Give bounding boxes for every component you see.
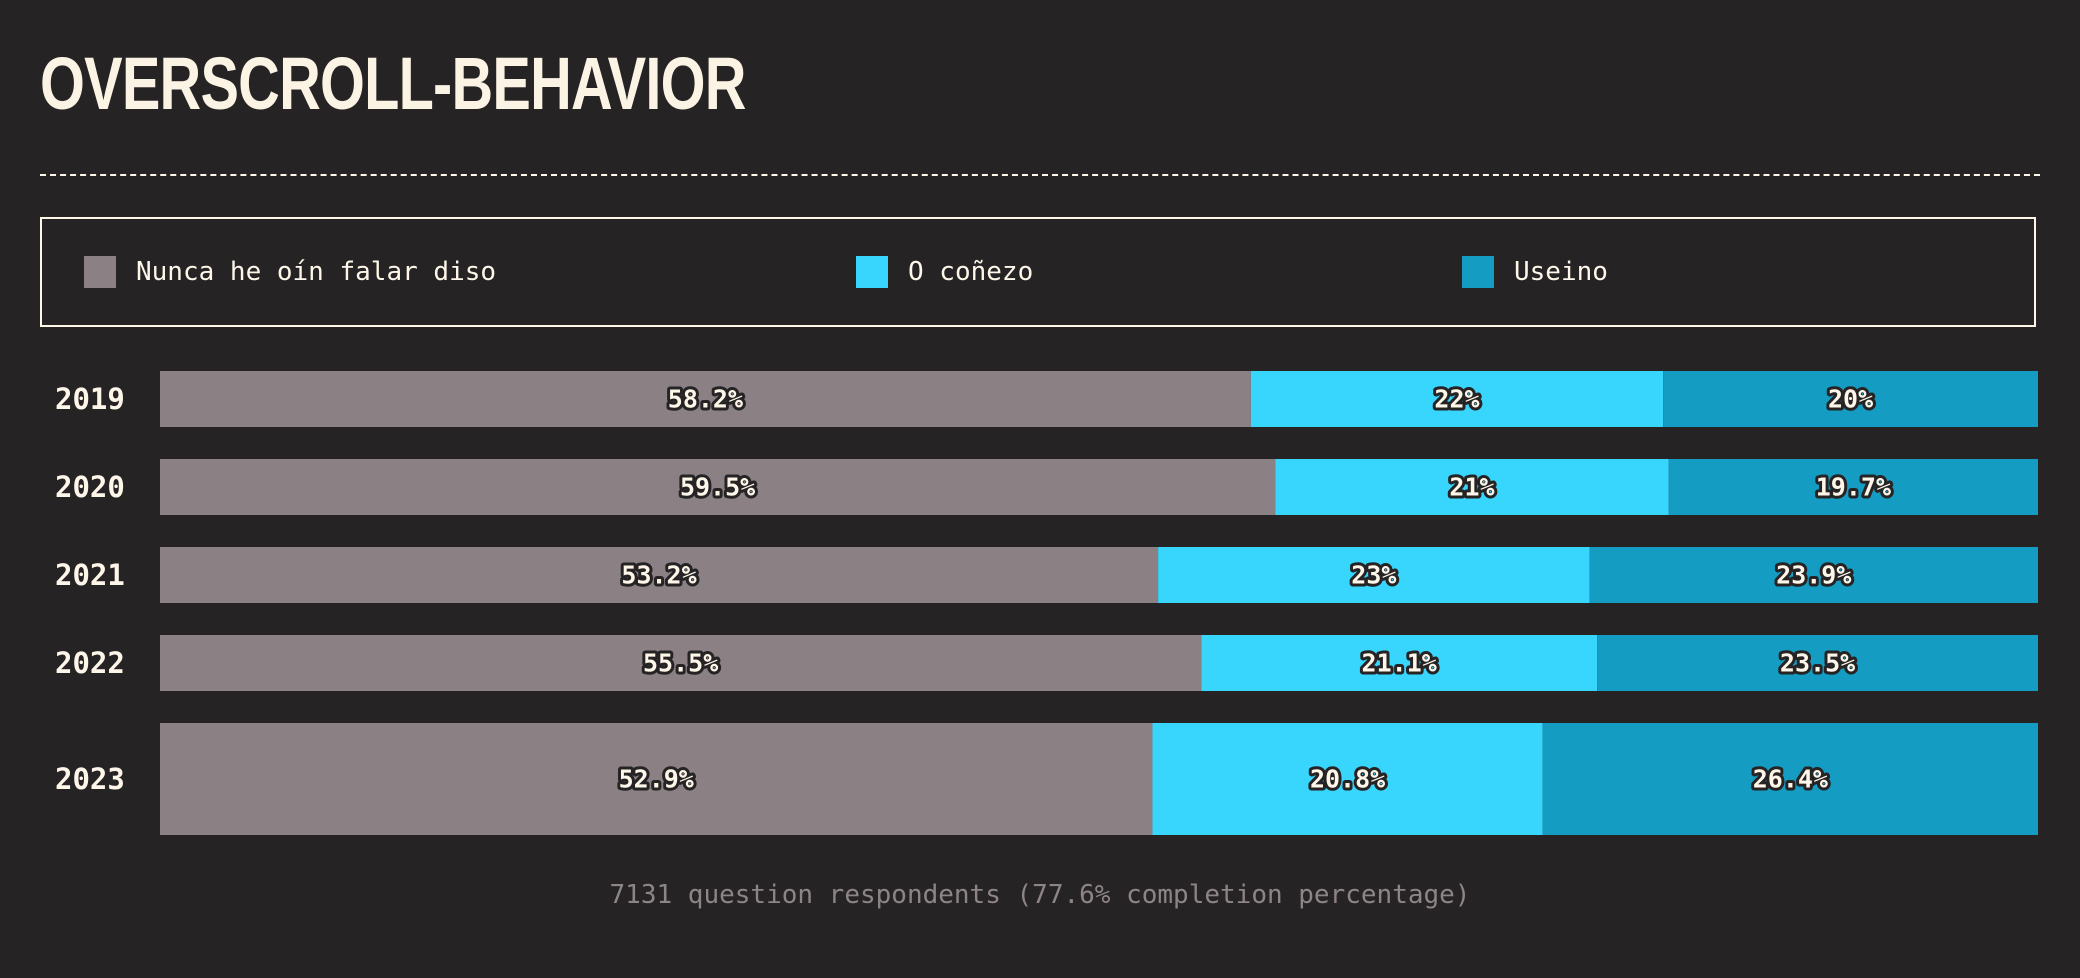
bar-segment-2019-used-it[interactable] — [1663, 371, 2038, 427]
bar-value-label-2020-never-heard: 59.5% — [680, 473, 755, 502]
legend-label-know-it: O coñezo — [908, 257, 1034, 287]
stacked-bar-chart: 2019 58.2% 22% 20% 2020 59.5% 21% 19.7% 2021 53.2… — [55, 371, 2038, 835]
bar-segment-2021-know-it[interactable] — [1158, 547, 1590, 603]
bar-segment-2022-know-it[interactable] — [1201, 635, 1598, 691]
title-divider — [40, 174, 2040, 176]
bar-segment-2021-used-it[interactable] — [1589, 547, 2038, 603]
bar-segment-2019-know-it[interactable] — [1250, 371, 1664, 427]
bar-segment-2023-used-it[interactable] — [1542, 723, 2038, 835]
bar-value-label-2022-used-it: 23.5% — [1780, 649, 1855, 678]
bar-segment-2019-never-heard[interactable] — [160, 371, 1251, 427]
legend-item-never-heard[interactable]: Nunca he oín falar diso — [84, 219, 496, 325]
bar-segment-2020-know-it[interactable] — [1275, 459, 1669, 515]
bar-value-label-2021-know-it: 23% — [1351, 561, 1396, 590]
bar-segment-2021-never-heard[interactable] — [160, 547, 1159, 603]
year-label-2020: 2020 — [55, 470, 125, 504]
bar-value-label-2022-know-it: 21.1% — [1362, 649, 1437, 678]
legend-label-used-it: Useino — [1514, 257, 1608, 287]
bar-value-label-2022-never-heard: 55.5% — [643, 649, 718, 678]
legend-label-never-heard: Nunca he oín falar diso — [136, 257, 497, 287]
bar-segment-2022-used-it[interactable] — [1597, 635, 2038, 691]
bar-value-label-2023-never-heard: 52.9% — [619, 765, 694, 794]
legend-item-know-it[interactable]: O coñezo — [856, 219, 1033, 325]
bar-value-label-2021-never-heard: 53.2% — [621, 561, 696, 590]
bar-value-label-2019-never-heard: 58.2% — [668, 385, 743, 414]
bar-segment-2022-never-heard[interactable] — [160, 635, 1202, 691]
bar-segment-2020-used-it[interactable] — [1668, 459, 2038, 515]
bar-value-label-2020-know-it: 21% — [1449, 473, 1494, 502]
year-label-2023: 2023 — [55, 762, 125, 796]
legend-swatch-used-it — [1462, 256, 1494, 288]
bar-segment-2023-never-heard[interactable] — [160, 723, 1153, 835]
bar-value-label-2023-used-it: 26.4% — [1753, 765, 1828, 794]
year-label-2021: 2021 — [55, 558, 125, 592]
bar-value-label-2019-know-it: 22% — [1434, 385, 1479, 414]
bar-value-label-2023-know-it: 20.8% — [1310, 765, 1385, 794]
legend-item-used-it[interactable]: Useino — [1462, 219, 1608, 325]
chart-title: OVERSCROLL-BEHAVIOR — [40, 42, 746, 125]
bar-value-label-2020-used-it: 19.7% — [1816, 473, 1891, 502]
bar-value-label-2021-used-it: 23.9% — [1776, 561, 1851, 590]
bar-segment-2020-never-heard[interactable] — [160, 459, 1276, 515]
respondents-footnote: 7131 question respondents (77.6% complet… — [609, 880, 1471, 910]
legend-swatch-know-it — [856, 256, 888, 288]
year-label-2019: 2019 — [55, 382, 125, 416]
bar-segment-2023-know-it[interactable] — [1152, 723, 1543, 835]
bar-value-label-2019-used-it: 20% — [1828, 385, 1873, 414]
year-label-2022: 2022 — [55, 646, 125, 680]
legend-swatch-never-heard — [84, 256, 116, 288]
legend: Nunca he oín falar diso O coñezo Useino — [40, 217, 2036, 327]
